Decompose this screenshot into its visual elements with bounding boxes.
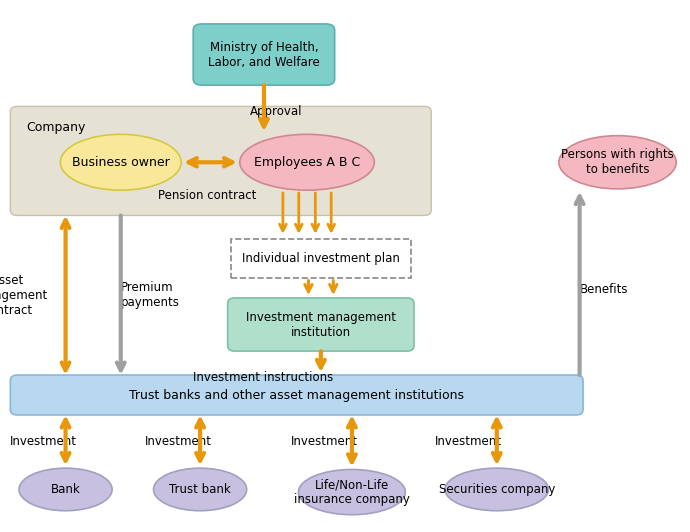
Bar — [231, 239, 411, 278]
Text: Trust banks and other asset management institutions: Trust banks and other asset management i… — [129, 388, 464, 402]
Text: Investment instructions: Investment instructions — [193, 371, 333, 384]
Text: Business owner: Business owner — [72, 156, 170, 169]
Text: Bank: Bank — [50, 483, 81, 496]
Text: Investment: Investment — [435, 435, 502, 448]
Text: Securities company: Securities company — [439, 483, 555, 496]
Text: Individual investment plan: Individual investment plan — [242, 252, 400, 265]
Text: Asset
management
contract: Asset management contract — [0, 274, 48, 317]
Text: Investment: Investment — [291, 435, 358, 448]
Text: Ministry of Health,
Labor, and Welfare: Ministry of Health, Labor, and Welfare — [208, 40, 319, 69]
Ellipse shape — [153, 468, 247, 511]
Text: Life/Non-Life
insurance company: Life/Non-Life insurance company — [294, 478, 410, 506]
Text: Investment management
institution: Investment management institution — [246, 311, 396, 338]
FancyBboxPatch shape — [193, 24, 335, 85]
Text: Investment: Investment — [10, 435, 77, 448]
FancyBboxPatch shape — [10, 375, 583, 415]
FancyBboxPatch shape — [10, 106, 431, 215]
Text: Pension contract: Pension contract — [158, 189, 256, 202]
Text: Investment: Investment — [145, 435, 212, 448]
Ellipse shape — [559, 136, 676, 189]
Ellipse shape — [61, 135, 181, 190]
Text: Company: Company — [26, 121, 86, 134]
Text: Persons with rights
to benefits: Persons with rights to benefits — [561, 148, 674, 176]
Ellipse shape — [19, 468, 112, 511]
FancyBboxPatch shape — [228, 298, 414, 351]
Text: Trust bank: Trust bank — [169, 483, 231, 496]
Text: Benefits: Benefits — [580, 284, 628, 296]
Ellipse shape — [445, 468, 549, 511]
Ellipse shape — [298, 469, 406, 515]
Text: Employees A B C: Employees A B C — [254, 156, 360, 169]
Ellipse shape — [240, 135, 375, 190]
Text: Premium
payments: Premium payments — [121, 281, 179, 309]
Text: Approval: Approval — [250, 105, 302, 118]
